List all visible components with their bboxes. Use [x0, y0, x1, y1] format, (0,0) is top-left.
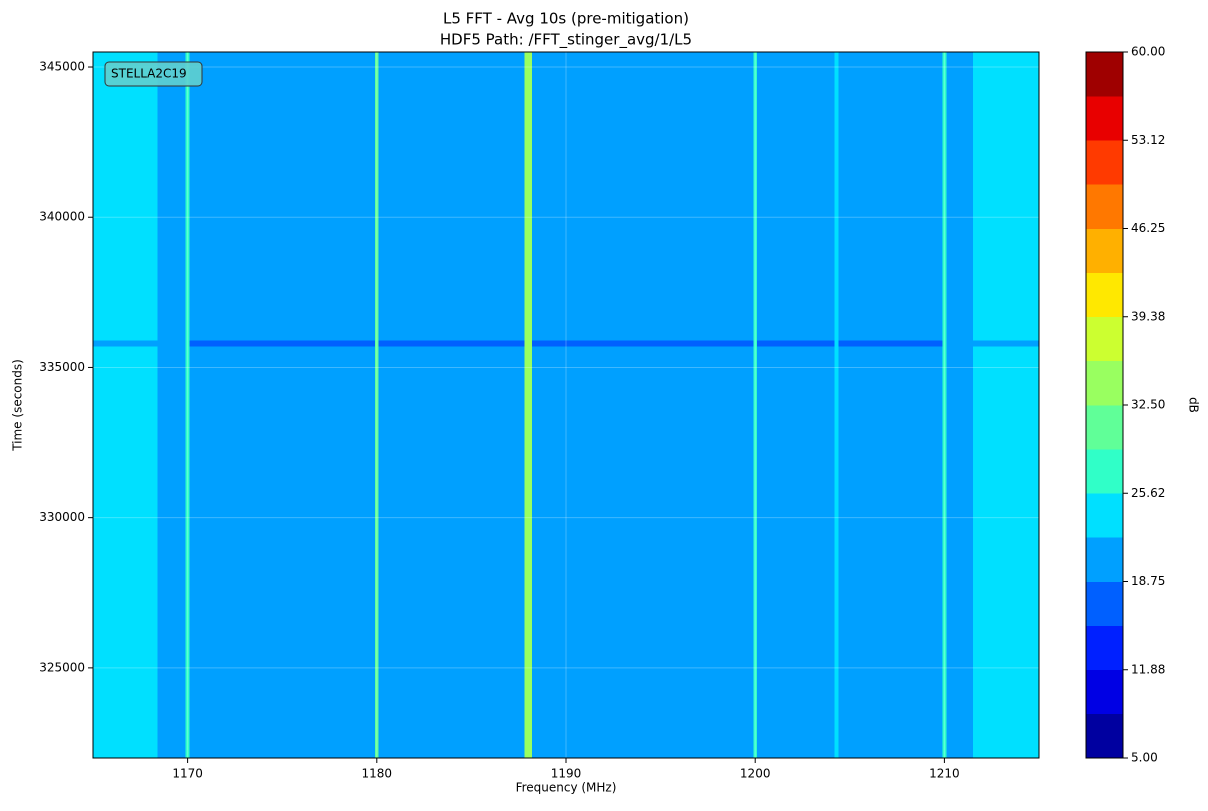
colorbar-tick-label: 60.00: [1131, 45, 1165, 59]
heatmap-cell: [524, 340, 533, 347]
heatmap-cell: [378, 340, 525, 347]
colorbar-band: [1086, 272, 1123, 318]
x-tick-label: 1200: [740, 767, 771, 781]
annotation-box: [104, 61, 203, 87]
colorbar-band: [1086, 713, 1123, 759]
heatmap-cell: [753, 340, 758, 347]
heatmap-cell: [185, 52, 190, 341]
colorbar-tick-label: 46.25: [1131, 221, 1165, 235]
colorbar-band: [1086, 228, 1123, 273]
heatmap-cell: [531, 346, 754, 759]
x-tick-label: 1180: [362, 767, 393, 781]
colorbar-band: [1086, 184, 1123, 229]
heatmap-cell: [757, 340, 835, 347]
heatmap-cell: [757, 52, 835, 341]
heatmap-cell: [946, 52, 974, 341]
x-axis-label: Frequency (MHz): [516, 781, 617, 795]
y-tick-label: 325000: [39, 660, 85, 674]
heatmap-cell: [942, 346, 947, 759]
heatmap-cell: [972, 340, 1040, 347]
colorbar-tick-label: 53.12: [1131, 133, 1165, 147]
y-tick-label: 345000: [39, 60, 85, 74]
heatmap-cell: [157, 346, 187, 759]
heatmap-cell: [93, 346, 158, 759]
heatmap-cell: [93, 340, 158, 347]
chart-subtitle: HDF5 Path: /FFT_stinger_avg/1/L5: [440, 31, 692, 50]
colorbar-band: [1086, 52, 1123, 97]
colorbar-label: dB: [1187, 397, 1201, 413]
heatmap-cell: [942, 340, 947, 347]
heatmap-cell: [93, 52, 158, 341]
colorbar-tick-label: 11.88: [1131, 662, 1165, 676]
heatmap-cell: [374, 346, 379, 759]
heatmap-cell: [157, 340, 187, 347]
heatmap-cell: [942, 52, 947, 341]
colorbar-band: [1086, 405, 1123, 450]
y-tick-label: 340000: [39, 210, 85, 224]
colorbar-band: [1086, 581, 1123, 626]
heatmap-cell: [189, 52, 376, 341]
colorbar-band: [1086, 360, 1123, 406]
y-tick-label: 335000: [39, 360, 85, 374]
x-tick-label: 1190: [551, 767, 582, 781]
heatmap-cell: [972, 52, 1040, 341]
heatmap-cell: [531, 52, 754, 341]
heatmap-cell: [834, 52, 839, 341]
annotation: STELLA2C19: [111, 67, 187, 81]
colorbar-band: [1086, 96, 1123, 141]
colorbar-band: [1086, 537, 1123, 582]
colorbar-band: [1086, 316, 1123, 362]
colorbar-tick-label: 18.75: [1131, 574, 1165, 588]
colorbar-tick-label: 25.62: [1131, 486, 1165, 500]
heatmap-cell: [838, 340, 943, 347]
colorbar-tick-label: 39.38: [1131, 309, 1165, 323]
colorbar-tick-label: 5.00: [1131, 751, 1158, 765]
y-axis-label: Time (seconds): [11, 359, 25, 452]
heatmap-cell: [834, 340, 839, 347]
heatmap-cell: [838, 346, 943, 759]
x-tick-label: 1210: [929, 767, 960, 781]
heatmap-cell: [946, 340, 974, 347]
heatmap-cell: [189, 346, 376, 759]
x-tick-label: 1170: [172, 767, 203, 781]
heatmap-cell: [531, 340, 754, 347]
heatmap-cell: [972, 346, 1040, 759]
colorbar-band: [1086, 625, 1123, 671]
colorbar-tick-label: 32.50: [1131, 398, 1165, 412]
heatmap-cell: [185, 340, 190, 347]
colorbar-band: [1086, 493, 1123, 538]
heatmap-cell: [185, 346, 190, 759]
heatmap-cell: [838, 52, 943, 341]
plot-frame: [92, 51, 1040, 759]
heatmap-cell: [189, 340, 376, 347]
heatmap-cell: [374, 340, 379, 347]
heatmap-cell: [378, 52, 525, 341]
heatmap-cell: [753, 52, 758, 341]
heatmap-cell: [834, 346, 839, 759]
heatmap-cell: [757, 346, 835, 759]
heatmap-cell: [378, 346, 525, 759]
heatmap-cell: [524, 346, 533, 759]
chart-title: L5 FFT - Avg 10s (pre-mitigation): [443, 10, 689, 28]
heatmap-cell: [946, 346, 974, 759]
heatmap-cell: [524, 52, 533, 341]
heatmap-cell: [374, 52, 379, 341]
colorbar-band: [1086, 449, 1123, 494]
colorbar-band: [1086, 140, 1123, 185]
y-tick-label: 330000: [39, 510, 85, 524]
heatmap-cell: [157, 52, 187, 341]
heatmap-cell: [753, 346, 758, 759]
colorbar-band: [1086, 669, 1123, 715]
